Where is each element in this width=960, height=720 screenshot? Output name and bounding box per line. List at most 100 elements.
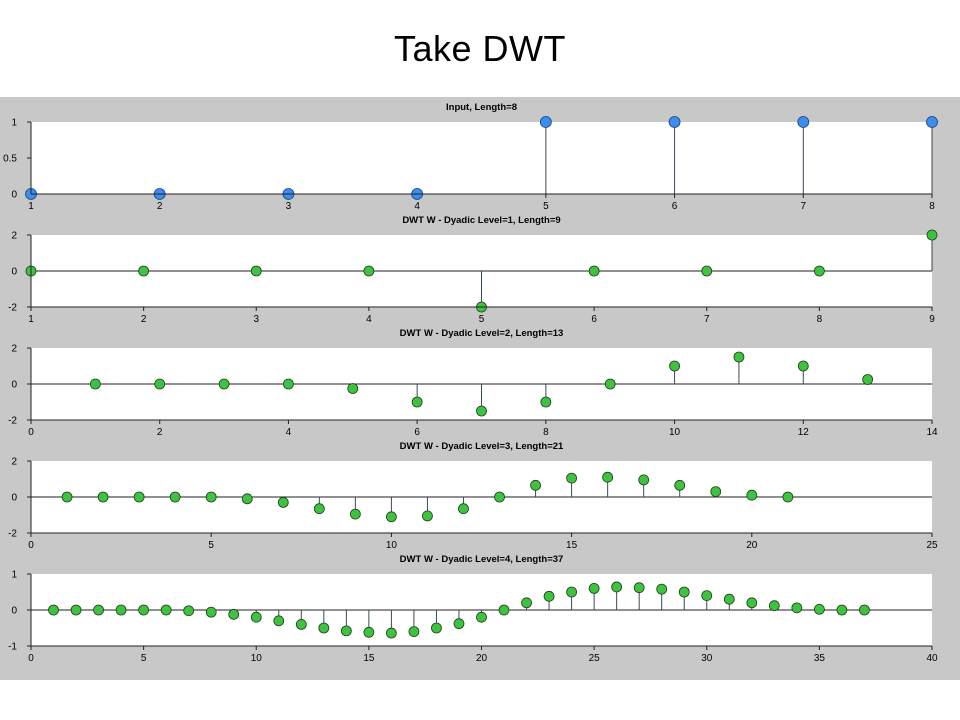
data-point: [154, 378, 166, 390]
data-point: [61, 491, 73, 503]
x-tick-label: 3: [286, 201, 292, 212]
data-point: [411, 396, 423, 408]
data-point: [733, 351, 745, 363]
data-point: [813, 603, 825, 615]
x-tick-label: 6: [591, 314, 597, 325]
data-point: [638, 474, 650, 486]
data-point: [363, 265, 375, 277]
x-tick-label: 3: [253, 314, 259, 325]
data-point: [746, 489, 758, 501]
y-tick-label: 0: [11, 380, 17, 391]
data-point: [656, 583, 668, 595]
y-tick-label: 1: [11, 118, 17, 129]
data-point: [782, 491, 794, 503]
data-point: [633, 582, 645, 594]
x-tick-label: 15: [363, 653, 375, 664]
data-point: [97, 491, 109, 503]
x-tick-label: 2: [157, 201, 163, 212]
data-point: [701, 265, 713, 277]
x-tick-label: 12: [798, 427, 810, 438]
data-point: [453, 618, 465, 630]
y-tick-label: 1: [11, 570, 17, 581]
x-tick-label: 0: [28, 653, 34, 664]
data-point: [363, 626, 375, 638]
data-point: [604, 378, 616, 390]
data-point: [566, 586, 577, 598]
data-point: [588, 582, 600, 594]
data-point: [408, 626, 420, 637]
y-tick-label: -2: [8, 416, 17, 427]
data-point: [313, 503, 325, 515]
data-point: [250, 265, 262, 277]
data-point: [133, 491, 145, 503]
data-point: [250, 611, 262, 623]
data-point: [797, 360, 809, 372]
data-point: [768, 600, 780, 612]
x-tick-label: 20: [746, 540, 758, 551]
x-tick-label: 10: [251, 653, 263, 664]
subplot-3: DWT W - Dyadic Level=2, Length=13 0 2 4 6 8 10…: [8, 328, 938, 438]
data-point: [723, 593, 735, 605]
data-point: [228, 608, 240, 620]
plot-area: [31, 122, 932, 194]
data-point: [611, 581, 623, 593]
subplot-title: DWT W - Dyadic Level=2, Length=13: [400, 328, 564, 339]
data-point: [862, 374, 874, 385]
data-point: [668, 116, 681, 128]
data-point: [169, 491, 181, 503]
data-point: [539, 116, 552, 128]
data-point: [836, 604, 848, 616]
subplot-2: DWT W - Dyadic Level=1, Length=9 1 2 3 4 5 6 7 8…: [8, 215, 938, 325]
data-point: [93, 604, 104, 616]
x-tick-label: 7: [801, 201, 807, 212]
data-point: [183, 605, 195, 617]
data-point: [422, 510, 433, 522]
data-point: [205, 606, 217, 618]
data-point: [494, 491, 505, 503]
data-point: [797, 116, 810, 128]
data-point: [926, 116, 938, 128]
x-tick-label: 1: [28, 314, 34, 325]
data-point: [138, 604, 150, 616]
x-tick-label: 5: [141, 653, 147, 664]
subplot-title: DWT W - Dyadic Level=4, Length=37: [400, 554, 564, 565]
data-point: [540, 396, 552, 408]
subplot-1: Input, Length=8 1 2 3 4 5 6 7 8 0 0.5 1: [3, 102, 938, 212]
y-tick-label: 0.5: [3, 154, 17, 165]
x-tick-label: 25: [589, 653, 601, 664]
x-tick-label: 2: [141, 314, 147, 325]
data-point: [530, 479, 541, 491]
data-point: [674, 479, 686, 491]
x-tick-label: 5: [208, 540, 214, 551]
x-tick-label: 4: [366, 314, 372, 325]
data-point: [543, 590, 555, 602]
data-point: [205, 491, 217, 503]
data-point: [458, 503, 469, 515]
data-point: [746, 597, 758, 609]
data-point: [602, 471, 614, 483]
data-point: [295, 619, 307, 630]
data-point: [160, 604, 172, 616]
data-point: [498, 604, 510, 616]
subplot-5: DWT W - Dyadic Level=4, Length=37 0 5 10 15 2…: [8, 554, 938, 664]
data-point: [273, 615, 285, 627]
data-point: [669, 360, 680, 372]
x-tick-label: 5: [479, 314, 485, 325]
x-tick-label: 25: [926, 540, 938, 551]
data-point: [48, 604, 59, 616]
x-tick-label: 0: [28, 540, 34, 551]
x-tick-label: 15: [566, 540, 578, 551]
data-point: [476, 611, 487, 623]
data-point: [385, 511, 397, 523]
x-tick-label: 8: [929, 201, 935, 212]
x-tick-label: 20: [476, 653, 488, 664]
x-tick-label: 2: [157, 427, 163, 438]
data-point: [347, 383, 359, 394]
data-point: [678, 586, 690, 598]
data-point: [385, 627, 397, 639]
data-point: [813, 265, 825, 277]
y-tick-label: -2: [8, 529, 17, 540]
x-tick-label: 9: [929, 314, 935, 325]
data-point: [349, 508, 361, 520]
x-tick-label: 0: [28, 427, 34, 438]
